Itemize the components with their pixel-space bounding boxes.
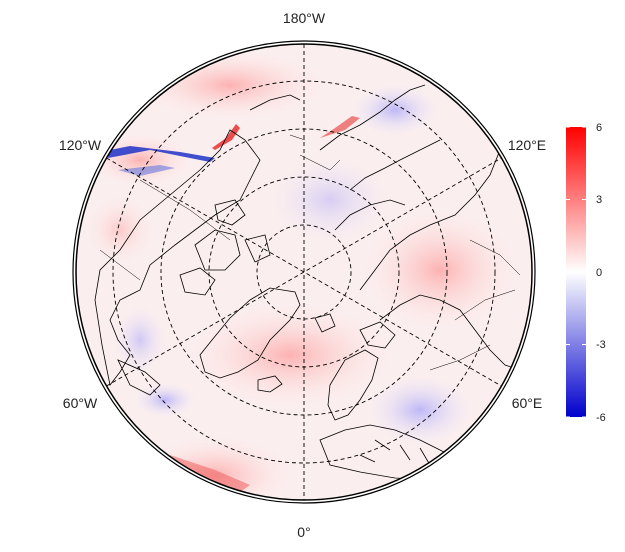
- anomaly-field: [76, 44, 532, 500]
- longitude-label-120e: 120°E: [508, 137, 546, 153]
- longitude-label-60e: 60°E: [512, 395, 543, 411]
- longitude-label-120w: 120°W: [59, 137, 102, 153]
- colorbar-tick-label: -6: [596, 412, 606, 424]
- meridian-line: [106, 157, 502, 387]
- meridian-line: [106, 157, 502, 387]
- longitude-label-60w: 60°W: [63, 395, 98, 411]
- colorbar-tick-label: -3: [596, 339, 606, 351]
- map-frame-inner: [75, 43, 533, 501]
- colorbar-tick-label: 6: [596, 122, 602, 134]
- graticule: [106, 44, 502, 500]
- longitude-label-180w: 180°W: [283, 10, 326, 26]
- colorbar-tick-label: 3: [596, 194, 602, 206]
- colorbar-tick-label: 0: [596, 267, 602, 279]
- map-frame-outer: [72, 40, 536, 504]
- colorbar-gradient: [566, 127, 586, 417]
- longitude-label-0: 0°: [297, 524, 310, 540]
- colorbar: 6 3 0 -3 -6: [566, 122, 606, 424]
